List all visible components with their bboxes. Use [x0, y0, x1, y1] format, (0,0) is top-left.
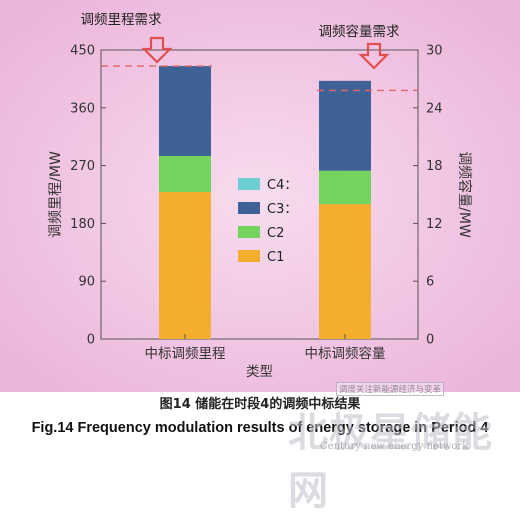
legend-swatch: [238, 178, 260, 190]
x-tick-label: 中标调频里程: [145, 346, 226, 362]
bar-segment-c2: [319, 170, 371, 205]
y-right-tick-label: 30: [426, 44, 443, 59]
legend-swatch: [238, 226, 260, 238]
y-left-tick-label: 360: [70, 101, 95, 116]
y-right-tick-label: 12: [426, 217, 443, 232]
y-left-tick-label: 180: [70, 217, 95, 232]
y-left-tick-label: 0: [87, 333, 95, 348]
legend-label: C4：: [267, 178, 297, 193]
figure-caption-en: Fig.14 Frequency modulation results of e…: [31, 420, 489, 436]
y-right-tick-label: 6: [426, 275, 434, 290]
legend-label: C3：: [267, 202, 297, 217]
y-left-tick-label: 90: [78, 275, 95, 290]
bar-segment-c1: [159, 191, 211, 339]
chart: 0 90 180 270 360 450 0 6 12 18 24 30 调频里程/MW 调频容量/MW 中…: [0, 0, 520, 392]
chart-background: [0, 0, 520, 392]
plot-frame: [100, 49, 419, 340]
y-right-tick-label: 24: [426, 101, 443, 116]
watermark-subtitle: Century new energy network: [320, 441, 469, 452]
bar-segment-c3: [159, 66, 211, 156]
figure-caption-cn: 图14 储能在时段4的调频中标结果: [159, 397, 361, 412]
y-left-tick-label: 450: [70, 44, 95, 59]
bar-segment-c3: [319, 80, 371, 171]
bar-segment-c2: [159, 155, 211, 192]
y-left-axis-title: 调频里程/MW: [48, 151, 64, 238]
legend-label: C1: [267, 250, 284, 265]
x-tick-label: 中标调频容量: [305, 345, 386, 362]
arrow-down-icon: [358, 42, 390, 70]
legend-swatch: [238, 202, 260, 214]
demand-label-capacity: 调频容量需求: [319, 23, 400, 40]
y-left-tick-label: 270: [70, 159, 95, 174]
x-axis-title: 类型: [246, 364, 273, 380]
bar-segment-c1: [319, 204, 371, 339]
legend-label: C2: [267, 226, 284, 241]
y-right-tick-label: 0: [426, 333, 434, 348]
y-right-axis-title: 调频容量/MW: [456, 151, 473, 238]
watermark-logo: 北极星储能网: [288, 410, 493, 514]
y-right-tick-label: 18: [426, 159, 443, 174]
demand-label-mileage: 调频里程需求: [81, 12, 162, 28]
watermark-tag: 调度关注新能源经济与变革: [336, 382, 445, 396]
legend-swatch: [238, 250, 260, 262]
arrow-down-icon: [141, 36, 173, 64]
